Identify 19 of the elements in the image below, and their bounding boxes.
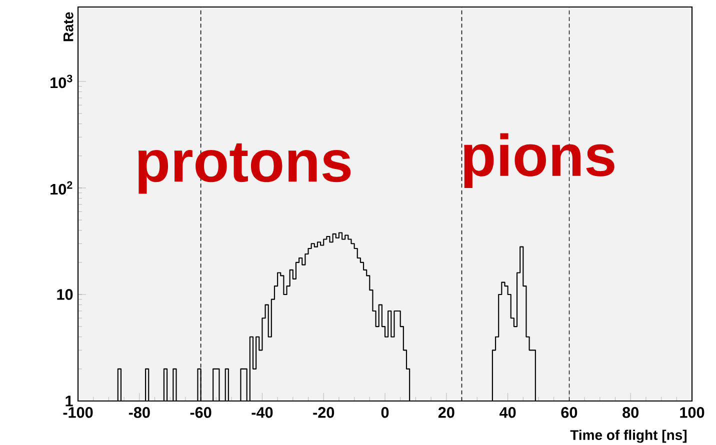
- x-tick-label: 40: [500, 407, 516, 418]
- y-tick-label: 10$^{3}$: [50, 74, 72, 88]
- y-axis-title: Rate: [64, 12, 74, 42]
- x-tick-label: -100: [63, 407, 93, 418]
- x-tick-label: 20: [438, 407, 454, 418]
- x-tick-label: -40: [252, 407, 273, 418]
- x-tick-label: 80: [622, 407, 638, 418]
- x-tick-label: 60: [561, 407, 578, 418]
- x-tick-label: 100: [680, 407, 704, 418]
- x-tick-label: -20: [313, 407, 334, 418]
- y-tick-label: 1: [66, 396, 73, 406]
- x-tick-label: -80: [128, 407, 150, 418]
- y-tick-label: 10: [57, 289, 73, 300]
- annotation: pions: [464, 133, 614, 188]
- x-axis-title: Time of flight [ns]: [570, 430, 686, 443]
- x-tick-label: 0: [381, 407, 389, 418]
- x-tick-label: -60: [190, 407, 212, 418]
- y-tick-label: 10$^{2}$: [50, 181, 72, 195]
- annotation: protons: [138, 143, 351, 194]
